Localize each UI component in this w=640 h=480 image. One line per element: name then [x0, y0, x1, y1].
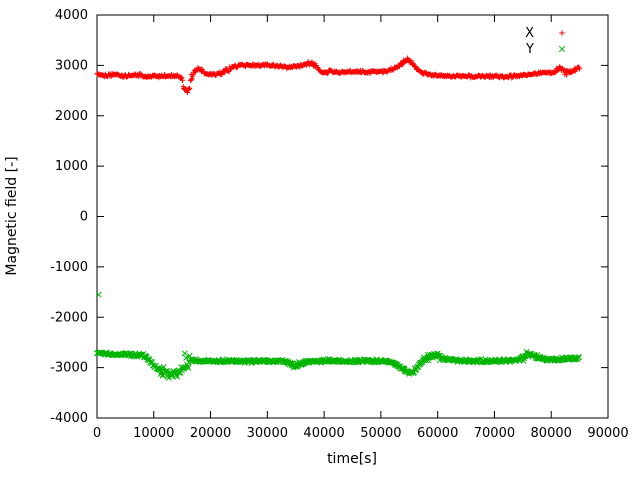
y-tick-label: 2000 [55, 109, 88, 124]
x-tick-label: 80000 [531, 426, 572, 441]
x-tick-label: 0 [93, 426, 101, 441]
y-tick-label: 4000 [55, 8, 88, 23]
series-x-points [94, 55, 583, 96]
legend-marker-y [558, 45, 566, 53]
y-tick-label: -2000 [50, 310, 88, 325]
data-points [94, 55, 583, 381]
y-tick-label: -1000 [50, 260, 88, 275]
x-tick-label: 70000 [474, 426, 515, 441]
x-tick-label: 10000 [133, 426, 174, 441]
x-axis-title: time[s] [327, 451, 377, 467]
x-tick-label: 60000 [417, 426, 458, 441]
x-tick-label: 30000 [247, 426, 288, 441]
y-tick-label: -3000 [50, 361, 88, 376]
y-tick-label: 3000 [55, 58, 88, 73]
y-tick-label: 0 [80, 210, 88, 225]
legend-label-y: Y [525, 42, 534, 57]
x-tick-label: 50000 [360, 426, 401, 441]
x-tick-label: 20000 [190, 426, 231, 441]
x-tick-label: 90000 [587, 426, 628, 441]
series-y-points [94, 291, 583, 381]
legend-label-x: X [525, 26, 534, 41]
y-tick-label: -4000 [50, 411, 88, 426]
legend: XY [525, 26, 566, 57]
y-tick-label: 1000 [55, 159, 88, 174]
legend-marker-x [559, 30, 565, 36]
axes: 0 10000 20000 30000 40000 50000 60000 70000 8000… [50, 8, 628, 441]
y-axis-title: Magnetic field [-] [4, 156, 20, 275]
x-tick-label: 40000 [303, 426, 344, 441]
